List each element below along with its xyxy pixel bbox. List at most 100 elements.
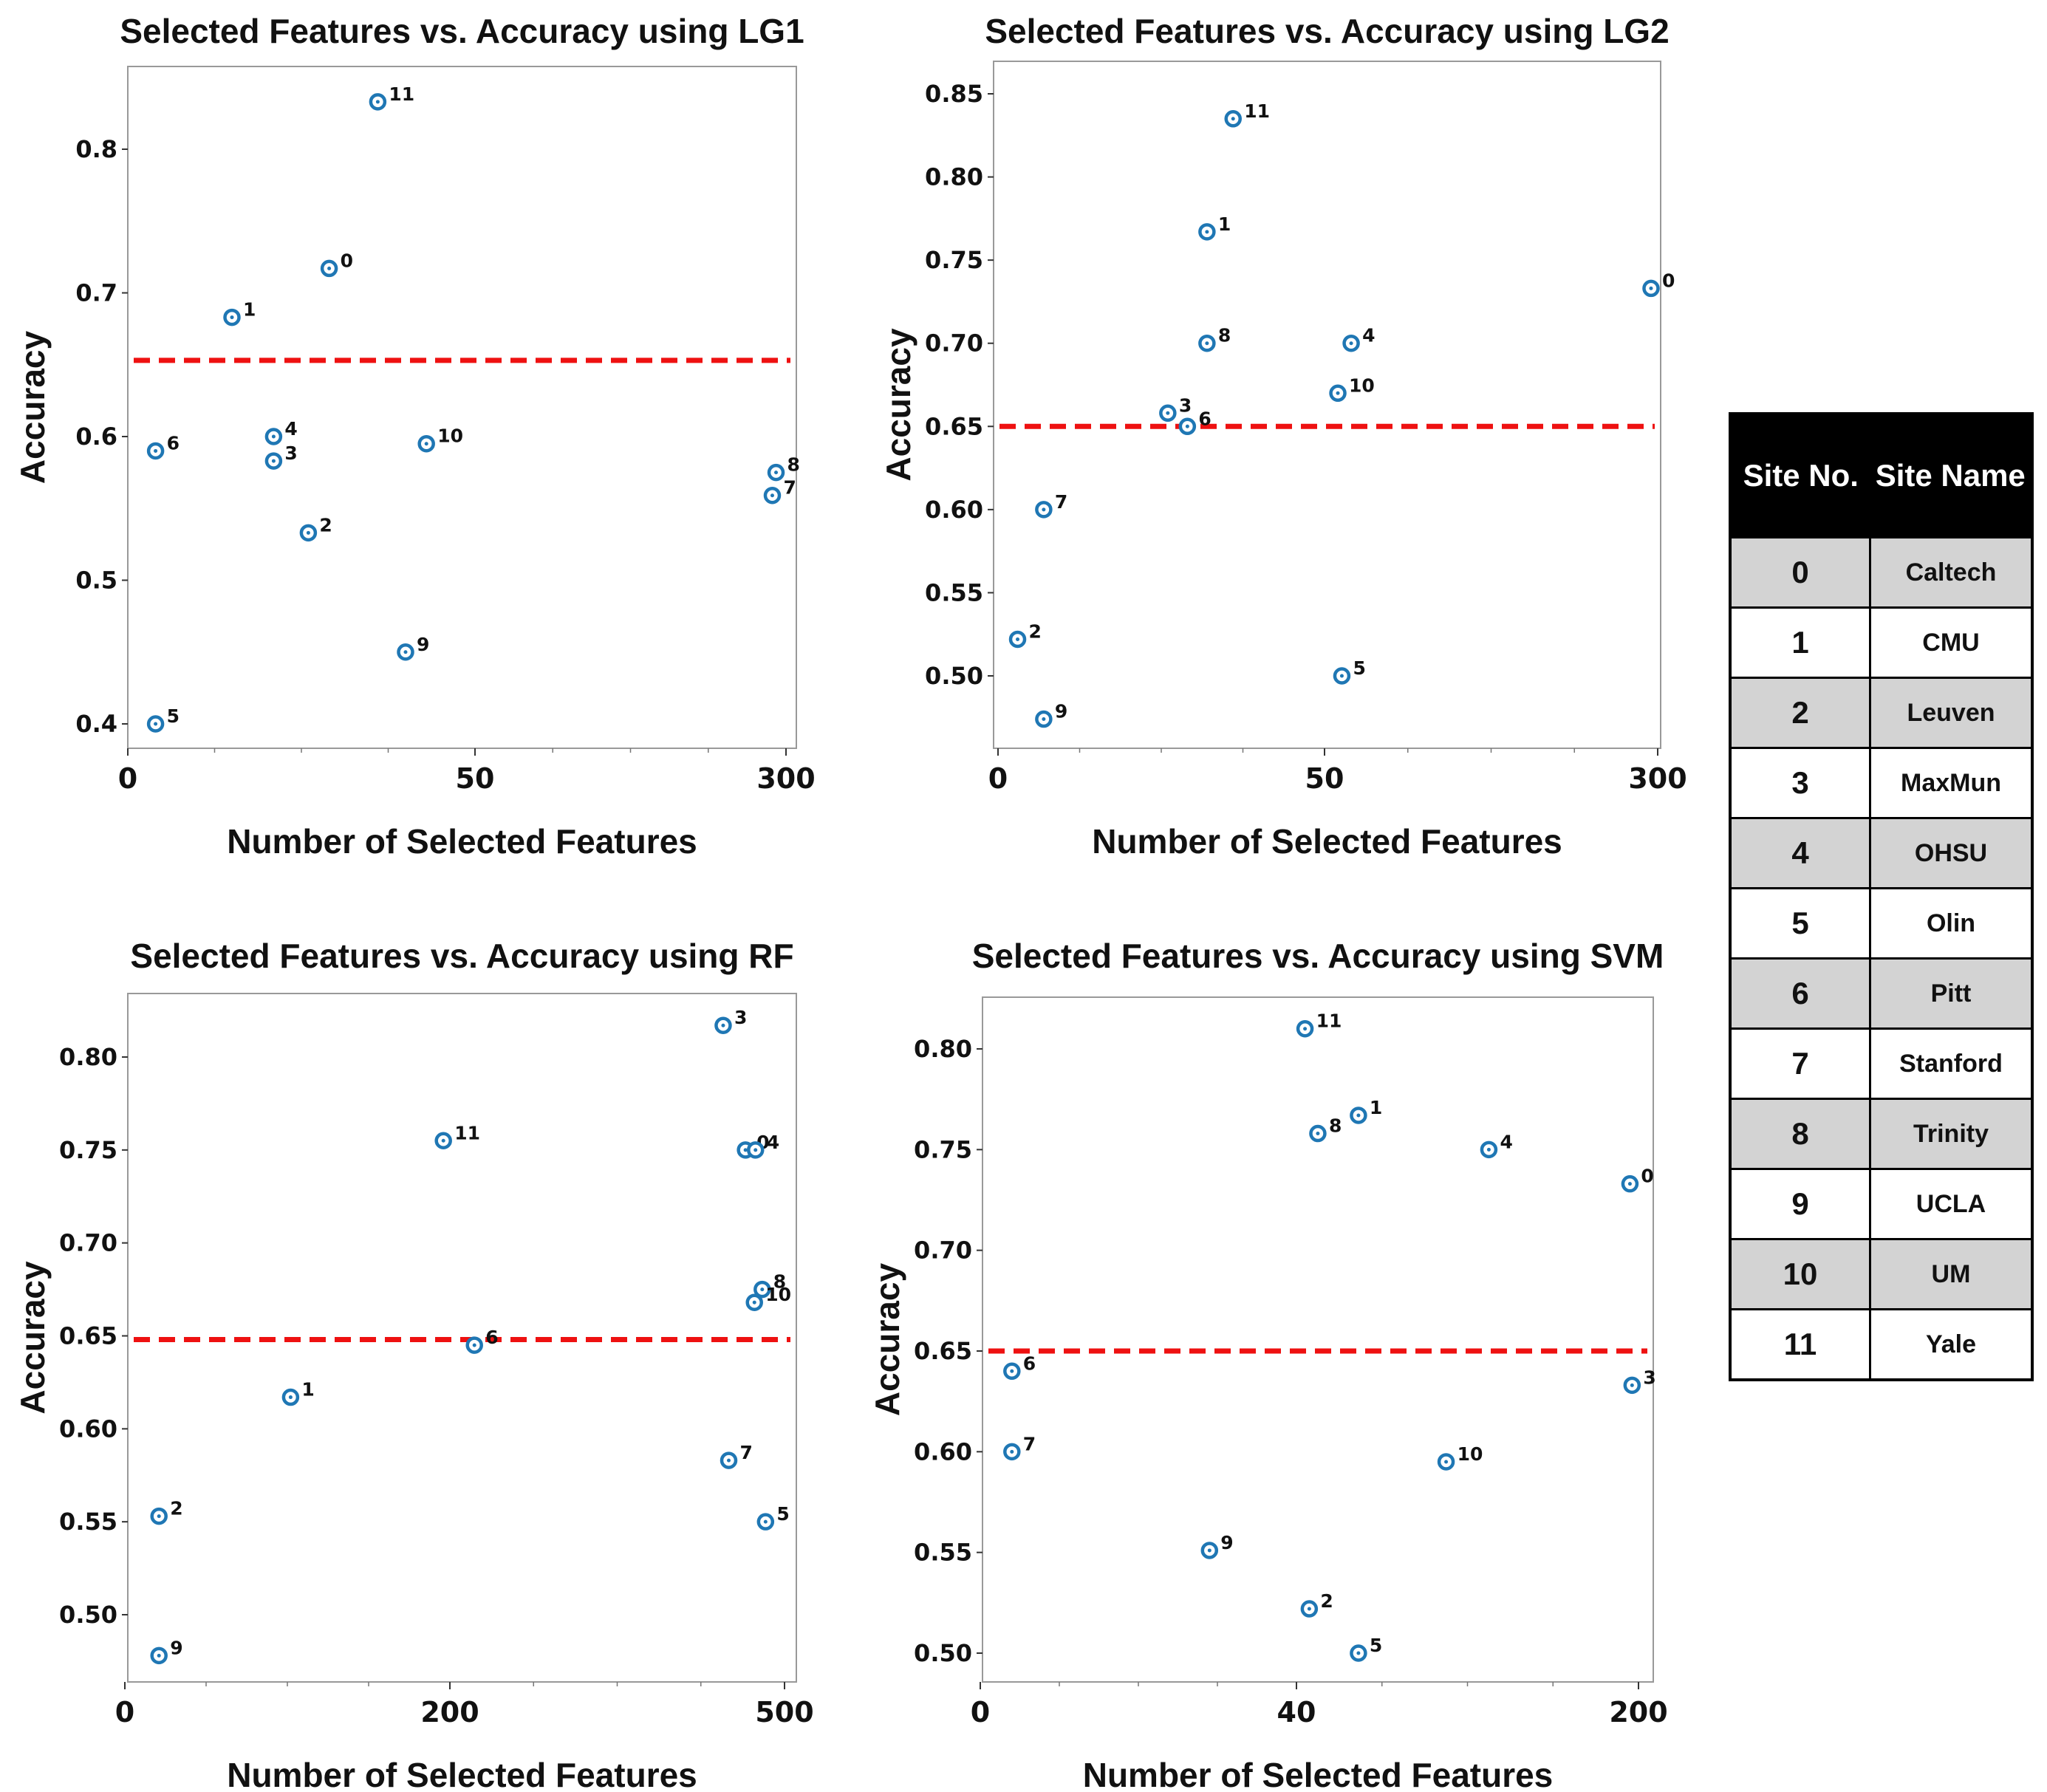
scatter-point [756, 1513, 775, 1531]
point-label: 1 [301, 1379, 314, 1401]
x-axis-label: Number of Selected Features [1092, 822, 1562, 861]
point-label: 2 [1320, 1590, 1333, 1612]
chart-panel: Selected Features vs. Accuracy using RF 0… [13, 937, 814, 1792]
site-name-header: Site Name [1870, 414, 2032, 538]
site-name: OHSU [1869, 817, 2034, 889]
point-label: 4 [767, 1132, 779, 1153]
site-no: 11 [1729, 1308, 1871, 1381]
scatter-point [1198, 223, 1216, 241]
point-label: 0 [1641, 1166, 1653, 1187]
point-label: 6 [1023, 1352, 1036, 1374]
x-tick-label: 0 [971, 1696, 990, 1728]
site-name: MaxMun [1869, 747, 2034, 819]
point-label: 8 [787, 454, 800, 476]
y-tick-label: 0.55 [59, 1508, 117, 1536]
plot-frame [982, 996, 1654, 1683]
scatter-point [1224, 110, 1242, 128]
site-row: 4 OHSU [1729, 817, 2034, 889]
scatter-point [434, 1132, 452, 1149]
y-tick-label: 0.55 [914, 1539, 972, 1567]
scatter-point [1159, 404, 1177, 423]
y-tick-label: 0.8 [75, 135, 117, 163]
site-legend-table: Site No. Site Name 0 Caltech 1 CMU 2 Leuven… [1729, 412, 2034, 1381]
y-tick-label: 0.50 [914, 1639, 972, 1667]
site-row: 7 Stanford [1729, 1027, 2034, 1100]
x-tick-label: 50 [456, 762, 495, 795]
point-label: 3 [1643, 1367, 1655, 1388]
y-tick-label: 0.80 [59, 1043, 117, 1071]
point-label: 1 [1218, 213, 1231, 235]
y-tick-label: 0.55 [925, 578, 983, 606]
scatter-point [1003, 1443, 1021, 1461]
point-label: 6 [1198, 408, 1211, 429]
scatter-point [1300, 1600, 1319, 1618]
scatter-point [1329, 384, 1347, 403]
site-no: 6 [1729, 957, 1871, 1030]
site-row: 9 UCLA [1729, 1168, 2034, 1240]
point-label: 9 [1220, 1532, 1233, 1553]
x-tick-label: 0 [988, 762, 1008, 795]
point-label: 3 [1179, 394, 1192, 416]
scatter-point [745, 1293, 763, 1311]
point-label: 4 [1500, 1131, 1512, 1152]
point-label: 6 [485, 1327, 498, 1348]
x-tick-label: 0 [118, 762, 137, 795]
point-label: 0 [1662, 270, 1675, 291]
x-tick-label: 200 [420, 1696, 479, 1728]
point-label: 2 [319, 514, 332, 536]
point-label: 5 [1370, 1635, 1382, 1656]
y-tick-label: 0.70 [925, 329, 983, 358]
x-tick-label: 40 [1277, 1696, 1316, 1728]
point-label: 11 [1244, 100, 1270, 122]
site-name: UM [1869, 1238, 2034, 1310]
point-label: 2 [170, 1498, 182, 1519]
plot-frame [127, 993, 797, 1683]
x-tick-label: 300 [1628, 762, 1687, 795]
site-name: Yale [1869, 1308, 2034, 1381]
scatter-point [1333, 667, 1351, 685]
point-label: 6 [167, 432, 180, 454]
y-tick-label: 0.5 [75, 567, 117, 595]
point-label: 1 [243, 299, 256, 321]
scatter-point [753, 1280, 771, 1299]
y-axis-label: Accuracy [879, 328, 917, 482]
site-no: 8 [1729, 1098, 1871, 1170]
site-table-header-row: Site No. Site Name [1730, 414, 2032, 538]
y-tick-label: 0.65 [59, 1322, 117, 1350]
site-name: Olin [1869, 887, 2034, 960]
scatter-point [417, 434, 435, 453]
scatter-point [1200, 1542, 1219, 1559]
site-name: CMU [1869, 606, 2034, 679]
scatter-point [299, 524, 318, 542]
x-tick-label: 50 [1305, 762, 1344, 795]
scatter-point [720, 1451, 738, 1469]
y-tick-label: 0.7 [75, 279, 117, 307]
y-tick-label: 0.75 [59, 1136, 117, 1164]
site-no: 2 [1729, 677, 1871, 749]
site-no-header: Site No. [1730, 414, 1870, 538]
site-name: Pitt [1869, 957, 2034, 1030]
scatter-point [146, 715, 165, 733]
scatter-point [1623, 1376, 1641, 1395]
point-label: 7 [783, 477, 796, 499]
site-name: Trinity [1869, 1098, 2034, 1170]
scatter-point [1178, 417, 1197, 436]
point-label: 5 [1353, 657, 1365, 679]
point-label: 1 [1370, 1097, 1382, 1118]
point-label: 3 [734, 1007, 747, 1028]
scatter-point [714, 1016, 732, 1034]
point-label: 8 [1329, 1115, 1342, 1137]
point-label: 10 [1349, 375, 1375, 396]
point-label: 9 [1055, 701, 1067, 722]
scatter-point [465, 1336, 483, 1354]
plot-frame [993, 61, 1661, 749]
site-row: 5 Olin [1729, 887, 2034, 960]
scatter-point [397, 643, 414, 661]
site-no: 0 [1729, 536, 1871, 609]
scatter-point [1035, 710, 1053, 728]
scatter-point [1621, 1174, 1639, 1193]
point-label: 3 [284, 442, 297, 464]
y-axis-label: Accuracy [868, 1263, 906, 1417]
point-label: 11 [389, 83, 414, 105]
